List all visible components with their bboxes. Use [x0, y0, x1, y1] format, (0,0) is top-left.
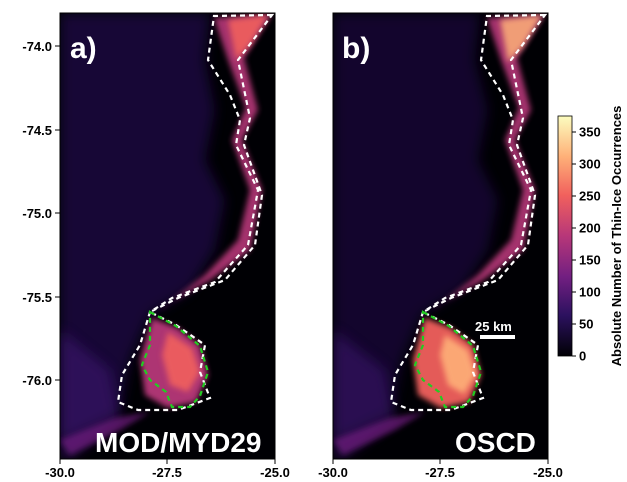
- y-tick-label: -75.0: [22, 206, 52, 221]
- panel-label-a: MOD/MYD29: [95, 427, 261, 458]
- y-tick-label: -75.5: [22, 290, 52, 305]
- x-tick-label: -25.0: [260, 465, 290, 480]
- x-tick-label: -27.5: [425, 465, 455, 480]
- y-tick-label: -74.5: [22, 123, 52, 138]
- colorbar-tick-label: 350: [579, 125, 601, 140]
- x-tick-label: -25.0: [533, 465, 563, 480]
- colorbar-title: Absolute Number of Thin-Ice Occurrences: [609, 106, 624, 367]
- y-tick-label: -74.0: [22, 39, 52, 54]
- colorbar-tick-label: 50: [579, 317, 593, 332]
- colorbar-tick-label: 250: [579, 189, 601, 204]
- scale-bar: 25 km: [475, 319, 515, 339]
- colorbar-tick-label: 200: [579, 221, 601, 236]
- panel-letter-a: a): [70, 32, 97, 65]
- x-axis-a: -30.0 -27.5 -25.0: [45, 459, 290, 480]
- scale-bar-line: [480, 335, 515, 339]
- thin-ice-field-b: [333, 13, 545, 459]
- x-axis-b: -30.0 -27.5 -25.0: [318, 459, 563, 480]
- panel-label-b: OSCD: [455, 427, 536, 458]
- y-axis-a: -74.0 -74.5 -75.0 -75.5 -76.0: [22, 39, 60, 388]
- colorbar-gradient: [557, 115, 573, 357]
- map-panel-b: b) OSCD 25 km: [332, 12, 549, 460]
- iceshelf-outline-b: [389, 13, 548, 412]
- colorbar: 0 50 100 150 200 250 300 350 Absolute Number of…: [557, 106, 624, 367]
- polynya-outline-a: [140, 310, 210, 409]
- colorbar-tick-label: 150: [579, 253, 601, 268]
- colorbar-tick-label: 300: [579, 157, 601, 172]
- x-tick-label: -30.0: [318, 465, 348, 480]
- colorbar-tick-label: 100: [579, 285, 601, 300]
- thin-ice-field-a: [60, 13, 272, 459]
- colorbar-ticks: 0 50 100 150 200 250 300 350: [572, 125, 601, 364]
- scale-bar-label: 25 km: [475, 319, 512, 334]
- polynya-outline-b: [413, 310, 483, 409]
- panel-letter-b: b): [342, 32, 370, 65]
- colorbar-tick-label: 0: [579, 349, 586, 364]
- x-tick-label: -30.0: [45, 465, 75, 480]
- y-tick-label: -76.0: [22, 373, 52, 388]
- iceshelf-outline-a: [116, 13, 275, 412]
- map-panel-a: a) MOD/MYD29: [59, 12, 276, 460]
- x-tick-label: -27.5: [152, 465, 182, 480]
